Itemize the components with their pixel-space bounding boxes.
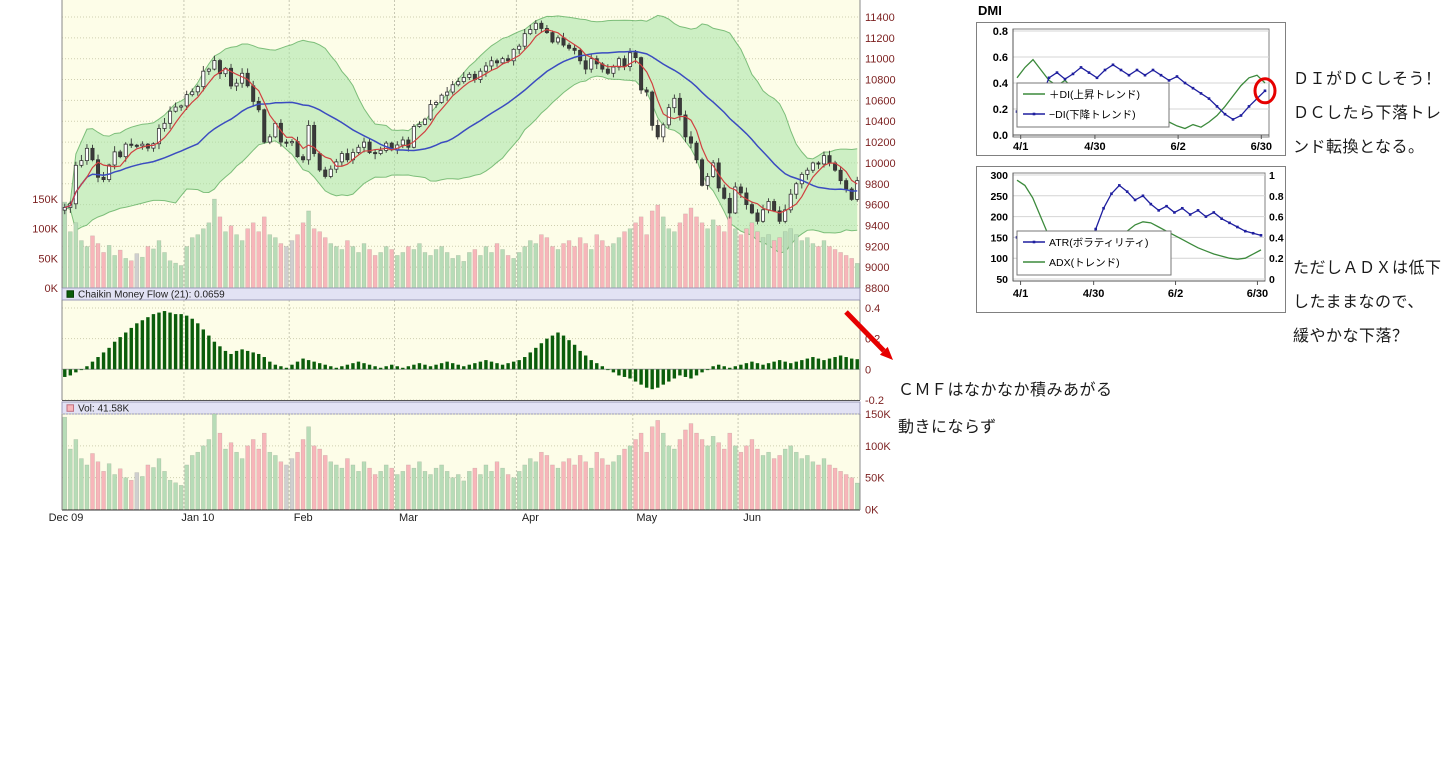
svg-text:0.2: 0.2 bbox=[1269, 253, 1284, 265]
svg-text:9800: 9800 bbox=[865, 179, 889, 191]
svg-text:-0.2: -0.2 bbox=[865, 395, 884, 407]
svg-text:10000: 10000 bbox=[865, 158, 896, 170]
note-line: ＤＩがＤＣしそう！ bbox=[1293, 71, 1442, 88]
svg-text:0.4: 0.4 bbox=[993, 78, 1009, 90]
cmf-panel: 0.40.20-0.2 bbox=[62, 303, 884, 407]
svg-text:4/1: 4/1 bbox=[1013, 141, 1028, 153]
svg-text:Jun: Jun bbox=[743, 512, 761, 524]
svg-text:150K: 150K bbox=[865, 409, 891, 421]
svg-text:Dec 09: Dec 09 bbox=[49, 512, 84, 524]
x-axis-labels: Dec 09 Jan 10 Feb Mar Apr May Jun bbox=[49, 512, 761, 524]
svg-text:0.6: 0.6 bbox=[993, 52, 1008, 64]
volume-overlay-bars bbox=[62, 198, 860, 289]
svg-text:8800: 8800 bbox=[865, 283, 889, 295]
atr-plot: 300 250 200 150 100 50 1 0.8 0.6 0.4 0.2 0 4/1 4/30 6/… bbox=[990, 170, 1284, 300]
svg-text:10600: 10600 bbox=[865, 95, 896, 107]
svg-text:9600: 9600 bbox=[865, 200, 889, 212]
svg-text:Feb: Feb bbox=[294, 512, 313, 524]
svg-text:4/30: 4/30 bbox=[1084, 141, 1105, 153]
svg-text:10800: 10800 bbox=[865, 75, 896, 87]
price-volume-cmf-chart: 11400 11200 11000 10800 10600 10400 10200 10000… bbox=[32, 0, 896, 524]
svg-text:50: 50 bbox=[996, 274, 1008, 286]
svg-text:9200: 9200 bbox=[865, 241, 889, 253]
note-line: ただしＡＤＸは低下 bbox=[1293, 260, 1442, 277]
svg-text:0.0: 0.0 bbox=[993, 130, 1008, 142]
svg-text:0.8: 0.8 bbox=[1269, 191, 1284, 203]
svg-text:1: 1 bbox=[1269, 170, 1275, 182]
svg-text:Mar: Mar bbox=[399, 512, 418, 524]
svg-text:0: 0 bbox=[1269, 274, 1275, 286]
svg-text:0: 0 bbox=[865, 364, 871, 376]
svg-text:Apr: Apr bbox=[522, 512, 539, 524]
note-line: 動きにならず bbox=[898, 419, 997, 436]
dmi-chart-frame: 0.8 0.6 0.4 0.2 0.0 4/1 4/30 6/2 6/30 ＋DI(上昇トレンド)… bbox=[976, 22, 1286, 156]
svg-text:0.2: 0.2 bbox=[993, 104, 1008, 116]
dmi-plot: 0.8 0.6 0.4 0.2 0.0 4/1 4/30 6/2 6/30 ＋DI(上昇トレンド)… bbox=[993, 26, 1277, 153]
vol-label-strip: Vol: 41.58K bbox=[61, 401, 861, 415]
note-line: ＣＭＦはなかなか積みあがる bbox=[898, 382, 1113, 399]
svg-text:＋DI(上昇トレンド): ＋DI(上昇トレンド) bbox=[1049, 89, 1140, 101]
svg-text:May: May bbox=[636, 512, 657, 524]
note-line: 緩やかな下落？ bbox=[1293, 328, 1409, 345]
panel-frames bbox=[61, 0, 861, 510]
svg-text:Chaikin Money Flow (21): 0.065: Chaikin Money Flow (21): 0.0659 bbox=[78, 290, 225, 301]
dmi-chart-title: DMI bbox=[978, 3, 1002, 18]
svg-text:11000: 11000 bbox=[865, 54, 895, 66]
cmf-label-strip: Chaikin Money Flow (21): 0.0659 bbox=[61, 287, 861, 301]
svg-text:10200: 10200 bbox=[865, 137, 896, 149]
atr-chart-frame: 300 250 200 150 100 50 1 0.8 0.6 0.4 0.2 0 4/1 4/30 6/… bbox=[976, 166, 1286, 313]
svg-text:4/30: 4/30 bbox=[1083, 288, 1104, 300]
svg-text:150: 150 bbox=[990, 232, 1008, 244]
svg-text:300: 300 bbox=[990, 170, 1008, 182]
dmi-legend: ＋DI(上昇トレンド) −DI(下降トレンド) bbox=[1016, 82, 1170, 128]
note-line: したままなので、 bbox=[1293, 294, 1424, 311]
svg-text:9400: 9400 bbox=[865, 220, 889, 232]
svg-text:0.6: 0.6 bbox=[1269, 212, 1284, 224]
svg-text:ADX(トレンド): ADX(トレンド) bbox=[1049, 257, 1120, 269]
moving-averages bbox=[64, 28, 858, 214]
svg-text:Jan 10: Jan 10 bbox=[181, 512, 214, 524]
svg-text:100: 100 bbox=[990, 253, 1008, 265]
svg-text:6/30: 6/30 bbox=[1247, 288, 1268, 300]
dmi-red-circle-annotation bbox=[1253, 77, 1277, 105]
volume-panel: 150K 100K 50K 0K bbox=[62, 409, 891, 517]
svg-text:0.4: 0.4 bbox=[865, 303, 880, 315]
svg-text:50K: 50K bbox=[865, 473, 885, 485]
bollinger-band bbox=[64, 14, 858, 254]
svg-text:100K: 100K bbox=[865, 441, 891, 453]
atr-adx-chart: 300 250 200 150 100 50 1 0.8 0.6 0.4 0.2 0 4/1 4/30 6/… bbox=[976, 166, 1286, 313]
svg-text:ATR(ボラティリティ): ATR(ボラティリティ) bbox=[1049, 237, 1148, 249]
note-dmi-deadcross: ＤＩがＤＣしそう！ ＤＣしたら下落トレ ンド転換となる。 bbox=[1293, 63, 1442, 165]
svg-text:100K: 100K bbox=[32, 224, 58, 236]
svg-text:4/1: 4/1 bbox=[1013, 288, 1028, 300]
svg-text:6/2: 6/2 bbox=[1168, 288, 1183, 300]
svg-text:6/30: 6/30 bbox=[1251, 141, 1272, 153]
note-line: ンド転換となる。 bbox=[1293, 139, 1425, 156]
svg-text:0.4: 0.4 bbox=[1269, 232, 1284, 244]
svg-text:50K: 50K bbox=[38, 253, 58, 265]
atr-legend: ATR(ボラティリティ) ADX(トレンド) bbox=[1016, 230, 1172, 276]
svg-text:200: 200 bbox=[990, 212, 1008, 224]
svg-text:150K: 150K bbox=[32, 194, 58, 206]
svg-text:11400: 11400 bbox=[865, 12, 895, 24]
svg-text:0.8: 0.8 bbox=[993, 26, 1008, 38]
note-adx-low: ただしＡＤＸは低下 したままなので、 緩やかな下落？ bbox=[1293, 252, 1442, 354]
svg-text:250: 250 bbox=[990, 191, 1008, 203]
svg-text:0K: 0K bbox=[45, 283, 59, 295]
svg-text:10400: 10400 bbox=[865, 116, 896, 128]
svg-text:9000: 9000 bbox=[865, 262, 889, 274]
red-arrow-annotation bbox=[844, 310, 893, 360]
svg-text:Vol: 41.58K: Vol: 41.58K bbox=[78, 404, 129, 415]
dmi-chart: DMI 0.8 0.6 0.4 0.2 0.0 4/1 4/30 6/2 6/30 ＋DI(上昇ト… bbox=[976, 3, 1286, 156]
note-cmf: ＣＭＦはなかなか積みあがる 動きにならず bbox=[898, 372, 1113, 446]
svg-text:11200: 11200 bbox=[865, 33, 895, 45]
svg-text:0K: 0K bbox=[865, 505, 879, 517]
volume-overlay-axis: 150K 100K 50K 0K bbox=[32, 194, 58, 295]
svg-text:6/2: 6/2 bbox=[1170, 141, 1185, 153]
note-line: ＤＣしたら下落トレ bbox=[1293, 105, 1442, 122]
candlesticks bbox=[62, 20, 860, 225]
svg-text:−DI(下降トレンド): −DI(下降トレンド) bbox=[1049, 108, 1136, 121]
